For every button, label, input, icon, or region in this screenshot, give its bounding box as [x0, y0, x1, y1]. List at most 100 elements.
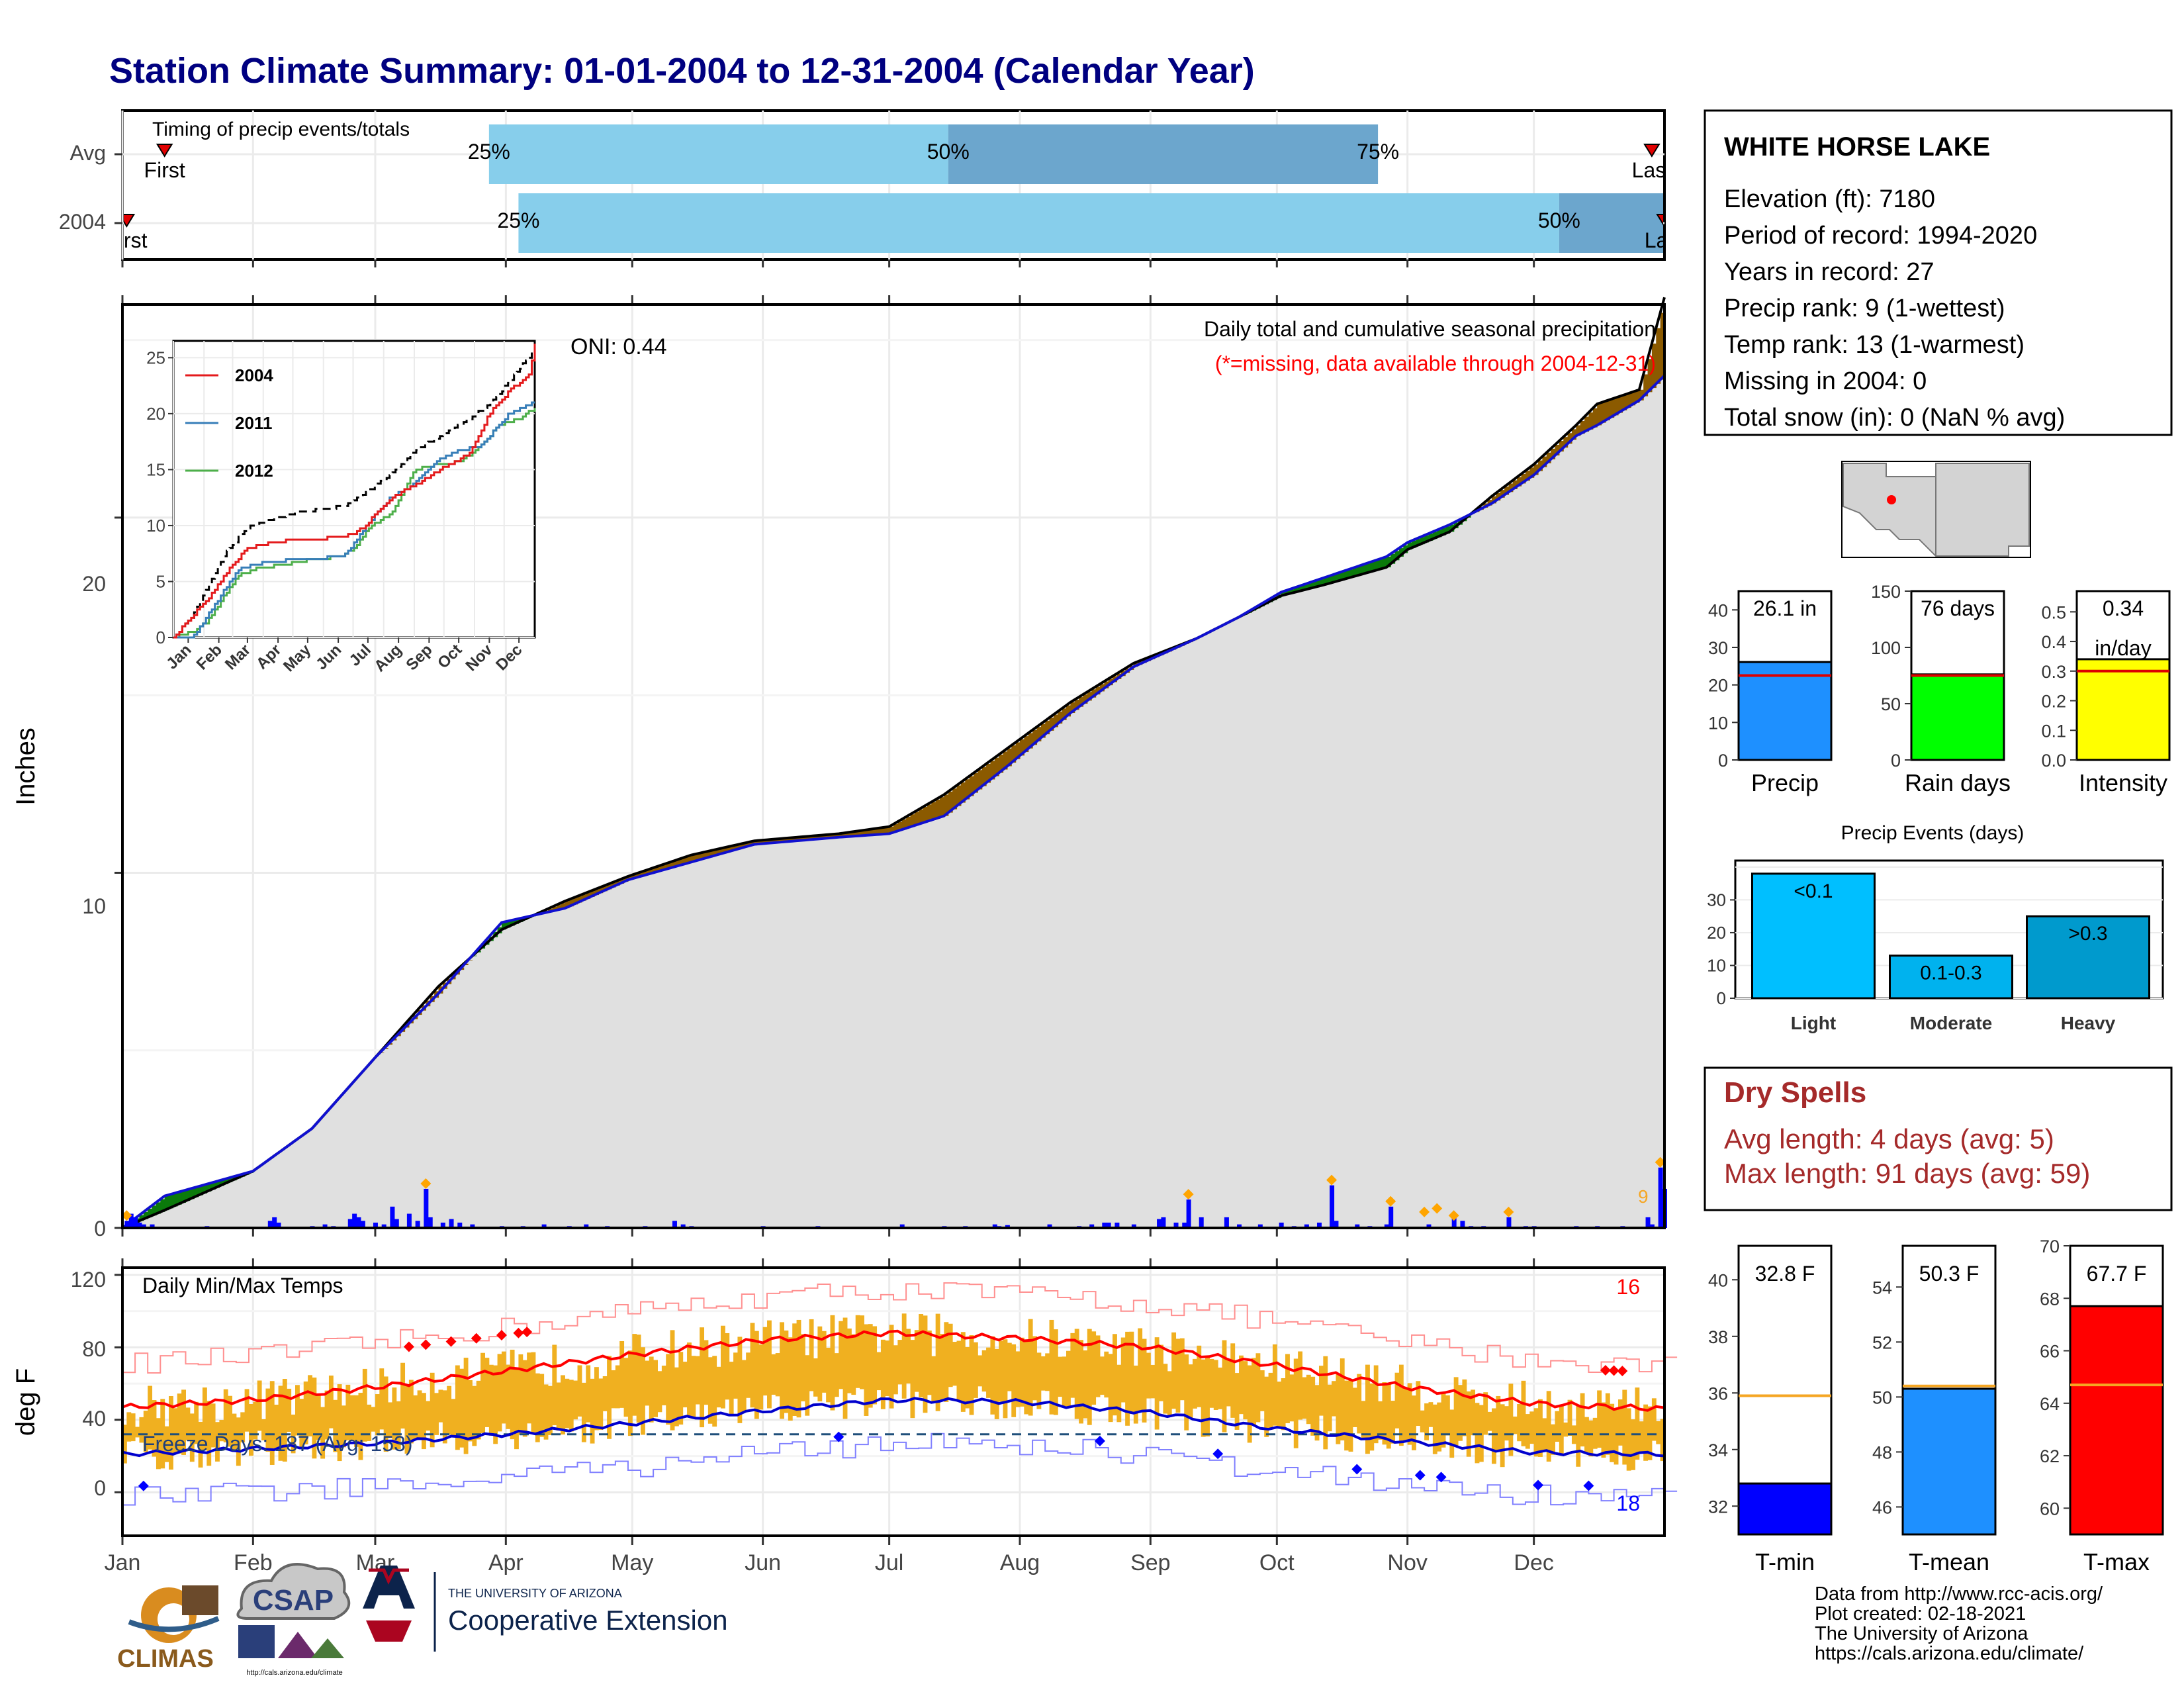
above-normal-fill — [670, 862, 675, 868]
daily-temp-range-bar — [493, 1365, 498, 1444]
above-normal-fill — [885, 827, 890, 834]
daily-precip-bar — [424, 1188, 429, 1228]
daily-precip-bar — [1089, 1224, 1095, 1228]
temps-ytick-120: 120 — [71, 1268, 106, 1291]
daily-temp-range-bar — [1213, 1360, 1218, 1410]
temps-ytick-40: 40 — [82, 1407, 106, 1430]
below-normal-fill — [152, 1205, 157, 1216]
temp-bar-tick-label: 50 — [1872, 1387, 1892, 1407]
daily-precip-bar — [1279, 1222, 1284, 1228]
station-line-1: Period of record: 1994-2020 — [1724, 222, 2037, 250]
daily-temp-range-bar — [1643, 1404, 1649, 1461]
above-normal-fill — [914, 812, 919, 826]
daily-precip-bar — [1161, 1217, 1166, 1228]
above-normal-fill — [1592, 408, 1598, 428]
daily-temp-range-bar — [341, 1405, 346, 1448]
above-normal-fill — [586, 892, 591, 899]
mini-bar-chart-rain-days: 0 50 100 150 76 days Rain days — [1871, 582, 2011, 796]
daily-temp-range-bar — [893, 1345, 898, 1395]
mini-bar-value-unit: in/day — [2095, 636, 2151, 660]
above-normal-fill — [846, 832, 852, 837]
daily-temp-range-bar — [1226, 1360, 1231, 1407]
daily-temp-range-bar — [1471, 1389, 1476, 1436]
temp-bar-tick-label: 32 — [1708, 1497, 1728, 1517]
mini-bar-chart-precip: 0 10 20 30 40 26.1 in Precip — [1708, 590, 1833, 796]
daily-temp-range-bar — [855, 1315, 860, 1388]
daily-temp-range-bar — [1445, 1395, 1450, 1436]
daily-temp-range-bar — [1222, 1340, 1227, 1432]
inset-ytick-label: 20 — [146, 404, 165, 424]
inset-legend-label-2012: 2012 — [235, 461, 273, 481]
daily-precip-bar — [1199, 1217, 1204, 1228]
daily-temp-range-bar — [139, 1417, 144, 1443]
daily-temp-range-bar — [1277, 1382, 1282, 1428]
temps-title: Daily Min/Max Temps — [142, 1274, 343, 1297]
daily-temp-range-bar — [1188, 1364, 1193, 1419]
daily-temp-range-bar — [758, 1344, 764, 1410]
above-normal-fill — [695, 854, 700, 861]
daily-temp-range-bar — [607, 1356, 612, 1439]
above-normal-fill — [1601, 402, 1606, 423]
mini-bar-tick-label: 40 — [1708, 600, 1728, 620]
above-normal-fill — [1079, 697, 1084, 707]
below-normal-fill — [198, 1186, 203, 1196]
month-label-sep: Sep — [1130, 1550, 1171, 1575]
footer-line-1: Plot created: 02-18-2021 — [1815, 1603, 2026, 1624]
daily-temp-range-bar — [846, 1328, 852, 1393]
daily-temp-range-bar — [1357, 1374, 1362, 1434]
above-normal-fill — [1567, 433, 1572, 444]
station-line-5: Missing in 2004: 0 — [1724, 367, 1927, 395]
above-normal-fill — [864, 830, 869, 836]
below-normal-fill — [1428, 534, 1433, 541]
timing-avg-bar-25-50 — [488, 124, 948, 184]
below-normal-fill — [1357, 566, 1362, 576]
above-normal-fill — [1058, 711, 1063, 724]
inset-ytick-label: 0 — [156, 628, 165, 647]
above-normal-fill — [707, 851, 713, 858]
above-normal-fill — [645, 870, 650, 876]
above-normal-fill — [1036, 727, 1042, 741]
daily-temp-range-bar — [919, 1314, 924, 1397]
daily-precip-bar — [415, 1221, 420, 1228]
daily-temp-range-bar — [1138, 1328, 1143, 1412]
below-normal-fill — [1293, 588, 1298, 593]
daily-temp-range-bar — [164, 1426, 169, 1462]
daily-temp-range-bar — [194, 1401, 199, 1444]
daily-temp-range-bar — [514, 1368, 519, 1450]
record-max-marker — [496, 1330, 507, 1341]
daily-precip-bar — [1506, 1217, 1512, 1228]
events-bar-label: <0.1 — [1794, 880, 1833, 902]
daily-temp-range-bar — [611, 1370, 616, 1409]
above-normal-fill — [860, 830, 865, 836]
record-min-line — [122, 1432, 1678, 1506]
mini-bar-tick-label: 20 — [1708, 676, 1728, 696]
daily-temp-range-bar — [813, 1358, 818, 1397]
mini-bar-tick-label: 10 — [1708, 713, 1728, 733]
daily-temp-range-bar — [725, 1333, 730, 1400]
above-normal-fill — [889, 826, 894, 834]
daily-temp-range-bar — [1318, 1366, 1324, 1416]
daily-precip-bar — [133, 1217, 138, 1228]
temp-bar-tick-label: 54 — [1872, 1278, 1892, 1297]
precip-events-panel: Precip Events (days) 0 10 20 30 <0.1 Light 0.1… — [1705, 822, 2171, 1042]
timing-avg-first-label: First — [144, 158, 185, 182]
daily-temp-range-bar — [265, 1388, 271, 1452]
events-tick-label: 20 — [1707, 923, 1726, 943]
record-max-line — [122, 1282, 1678, 1374]
precip-ylabel: Inches — [11, 727, 40, 806]
daily-temp-range-bar — [1251, 1358, 1256, 1426]
below-normal-fill — [215, 1182, 220, 1188]
daily-temp-range-bar — [1617, 1399, 1623, 1446]
mini-bar-category-label: Rain days — [1905, 769, 2011, 796]
daily-temp-range-bar — [834, 1353, 839, 1397]
above-normal-fill — [674, 861, 679, 867]
daily-temp-range-bar — [1293, 1358, 1298, 1448]
daily-temp-range-bar — [219, 1420, 224, 1442]
above-normal-fill — [1091, 689, 1097, 698]
timing-2004-label-75: 75% — [1664, 209, 1707, 232]
above-normal-fill — [577, 896, 582, 903]
daily-temp-range-bar — [649, 1356, 654, 1423]
below-normal-fill — [202, 1185, 207, 1194]
above-normal-fill — [1049, 718, 1054, 731]
daily-temp-range-bar — [248, 1404, 253, 1456]
